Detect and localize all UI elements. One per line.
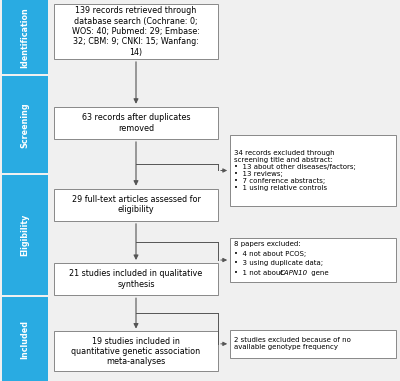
Text: 29 full-text articles assessed for
eligibility: 29 full-text articles assessed for eligi…	[72, 195, 200, 215]
FancyBboxPatch shape	[54, 189, 218, 221]
Text: Identification: Identification	[20, 7, 30, 67]
Text: Screening: Screening	[20, 102, 30, 147]
FancyBboxPatch shape	[230, 330, 396, 358]
Text: gene: gene	[309, 270, 328, 276]
Text: •  1 not about: • 1 not about	[234, 270, 285, 276]
FancyBboxPatch shape	[54, 4, 218, 59]
Bar	[2, 297, 48, 381]
Bar	[2, 175, 48, 295]
Text: 63 records after duplicates
removed: 63 records after duplicates removed	[82, 113, 190, 133]
FancyBboxPatch shape	[230, 135, 396, 206]
FancyBboxPatch shape	[54, 331, 218, 371]
FancyBboxPatch shape	[230, 238, 396, 282]
Bar	[2, 76, 48, 173]
Text: •  3 using duplicate data;: • 3 using duplicate data;	[234, 261, 323, 266]
Text: •  4 not about PCOS;: • 4 not about PCOS;	[234, 251, 306, 257]
Text: 19 studies included in
quantitative genetic association
meta-analyses: 19 studies included in quantitative gene…	[72, 336, 200, 367]
Text: 34 records excluded through
screening title and abstract:
•  13 about other dise: 34 records excluded through screening ti…	[234, 150, 356, 191]
Text: 2 studies excluded because of no
available genotype frequency: 2 studies excluded because of no availab…	[234, 337, 351, 351]
FancyBboxPatch shape	[54, 107, 218, 139]
Text: CAPN10: CAPN10	[280, 270, 308, 276]
Text: 139 records retrieved through
database search (Cochrane: 0;
WOS: 40; Pubmed: 29;: 139 records retrieved through database s…	[72, 6, 200, 57]
Bar	[2, 0, 48, 74]
Text: Eligibility: Eligibility	[20, 214, 30, 256]
Text: 8 papers excluded:: 8 papers excluded:	[234, 241, 301, 247]
FancyBboxPatch shape	[54, 263, 218, 295]
Text: Included: Included	[20, 320, 30, 359]
Text: 21 studies included in qualitative
synthesis: 21 studies included in qualitative synth…	[69, 269, 203, 289]
